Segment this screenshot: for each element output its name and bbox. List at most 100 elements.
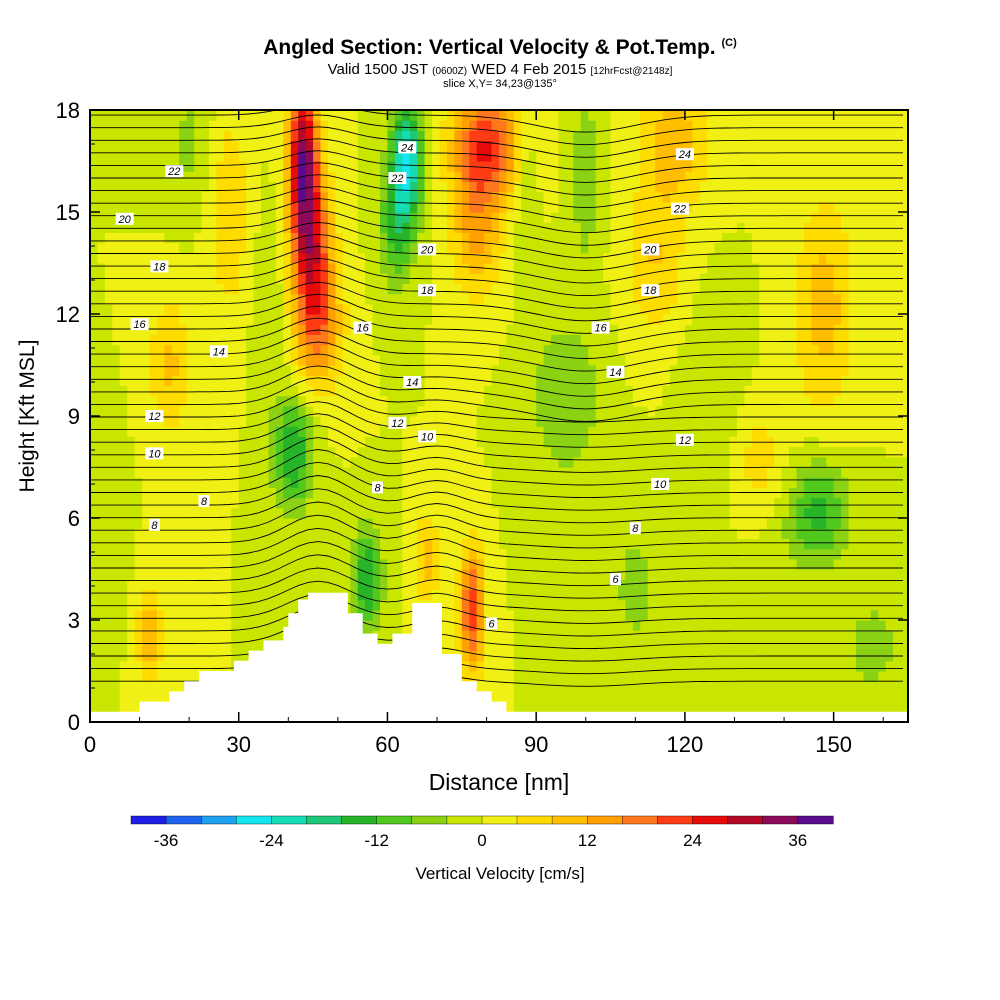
velocity-cell	[268, 303, 277, 315]
velocity-cell	[528, 273, 537, 284]
velocity-cell	[469, 497, 478, 509]
velocity-cell	[662, 620, 671, 631]
velocity-cell	[588, 579, 597, 590]
velocity-cell	[156, 242, 165, 254]
velocity-cell	[97, 630, 106, 641]
velocity-cell	[357, 589, 366, 601]
velocity-cell	[194, 640, 203, 652]
velocity-cell	[320, 507, 329, 519]
velocity-cell	[186, 599, 195, 611]
velocity-cell	[186, 191, 195, 203]
velocity-cell	[179, 303, 188, 315]
velocity-cell	[580, 263, 589, 274]
velocity-cell	[275, 416, 284, 427]
velocity-cell	[662, 487, 671, 499]
velocity-cell	[588, 538, 597, 550]
velocity-cell	[283, 252, 292, 264]
velocity-cell	[469, 334, 478, 346]
velocity-cell	[647, 528, 656, 539]
velocity-cell	[134, 599, 143, 611]
velocity-cell	[231, 446, 240, 458]
velocity-cell	[342, 477, 351, 488]
velocity-cell	[134, 609, 143, 621]
velocity-cell	[194, 609, 203, 621]
velocity-cell	[506, 426, 515, 437]
velocity-cell	[171, 497, 180, 509]
velocity-cell	[201, 222, 210, 233]
velocity-cell	[97, 701, 106, 713]
velocity-cell	[417, 446, 426, 458]
velocity-cell	[365, 467, 374, 478]
velocity-cell	[275, 446, 284, 458]
velocity-cell	[394, 446, 403, 458]
velocity-cell	[506, 181, 515, 193]
velocity-cell	[127, 365, 136, 376]
velocity-cell	[350, 252, 359, 264]
velocity-cell	[365, 456, 374, 468]
velocity-cell	[156, 365, 165, 376]
velocity-cell	[521, 691, 530, 703]
velocity-cell	[521, 222, 530, 233]
velocity-cell	[156, 497, 165, 509]
velocity-cell	[268, 620, 277, 631]
velocity-cell	[313, 314, 322, 325]
velocity-cell	[387, 518, 396, 529]
velocity-cell	[424, 385, 433, 397]
velocity-cell	[580, 507, 589, 519]
velocity-cell	[127, 416, 136, 427]
velocity-cell	[275, 436, 284, 448]
velocity-cell	[127, 181, 136, 193]
velocity-cell	[513, 303, 522, 315]
velocity-cell	[662, 579, 671, 590]
velocity-cell	[506, 222, 515, 233]
velocity-cell	[632, 161, 641, 172]
velocity-cell	[439, 283, 448, 295]
velocity-cell	[149, 609, 158, 621]
velocity-cell	[179, 252, 188, 264]
velocity-cell	[119, 579, 128, 590]
velocity-cell	[387, 232, 396, 244]
velocity-cell	[432, 334, 441, 346]
velocity-cell	[164, 150, 173, 162]
velocity-cell	[499, 507, 507, 519]
velocity-cell	[603, 487, 612, 499]
velocity-cell	[513, 416, 522, 427]
velocity-cell	[365, 283, 374, 295]
velocity-cell	[543, 477, 552, 488]
velocity-cell	[618, 263, 626, 274]
velocity-cell	[350, 120, 359, 131]
velocity-cell	[461, 487, 470, 499]
velocity-cell	[543, 283, 552, 295]
velocity-cell	[595, 314, 604, 325]
velocity-cell	[670, 487, 678, 499]
velocity-cell	[127, 130, 136, 142]
velocity-cell	[588, 110, 597, 121]
velocity-cell	[164, 354, 173, 366]
velocity-cell	[684, 273, 693, 284]
velocity-cell	[97, 569, 106, 580]
velocity-cell	[558, 467, 567, 478]
velocity-cell	[655, 171, 664, 182]
velocity-cell	[469, 130, 478, 142]
velocity-cell	[446, 426, 455, 437]
velocity-cell	[521, 609, 530, 621]
velocity-cell	[253, 497, 262, 509]
velocity-cell	[127, 456, 136, 468]
velocity-cell	[305, 518, 314, 529]
velocity-cell	[387, 467, 396, 478]
velocity-cell	[528, 171, 537, 182]
velocity-cell	[313, 263, 322, 274]
velocity-cell	[476, 589, 485, 601]
velocity-cell	[90, 201, 98, 213]
velocity-cell	[261, 395, 269, 407]
velocity-cell	[320, 222, 329, 233]
velocity-cell	[216, 569, 225, 580]
velocity-cell	[417, 150, 426, 162]
velocity-cell	[134, 416, 143, 427]
velocity-cell	[97, 518, 106, 529]
velocity-cell	[142, 497, 151, 509]
velocity-cell	[149, 344, 158, 356]
velocity-cell	[268, 507, 277, 519]
velocity-cell	[156, 120, 165, 131]
velocity-cell	[261, 222, 269, 233]
